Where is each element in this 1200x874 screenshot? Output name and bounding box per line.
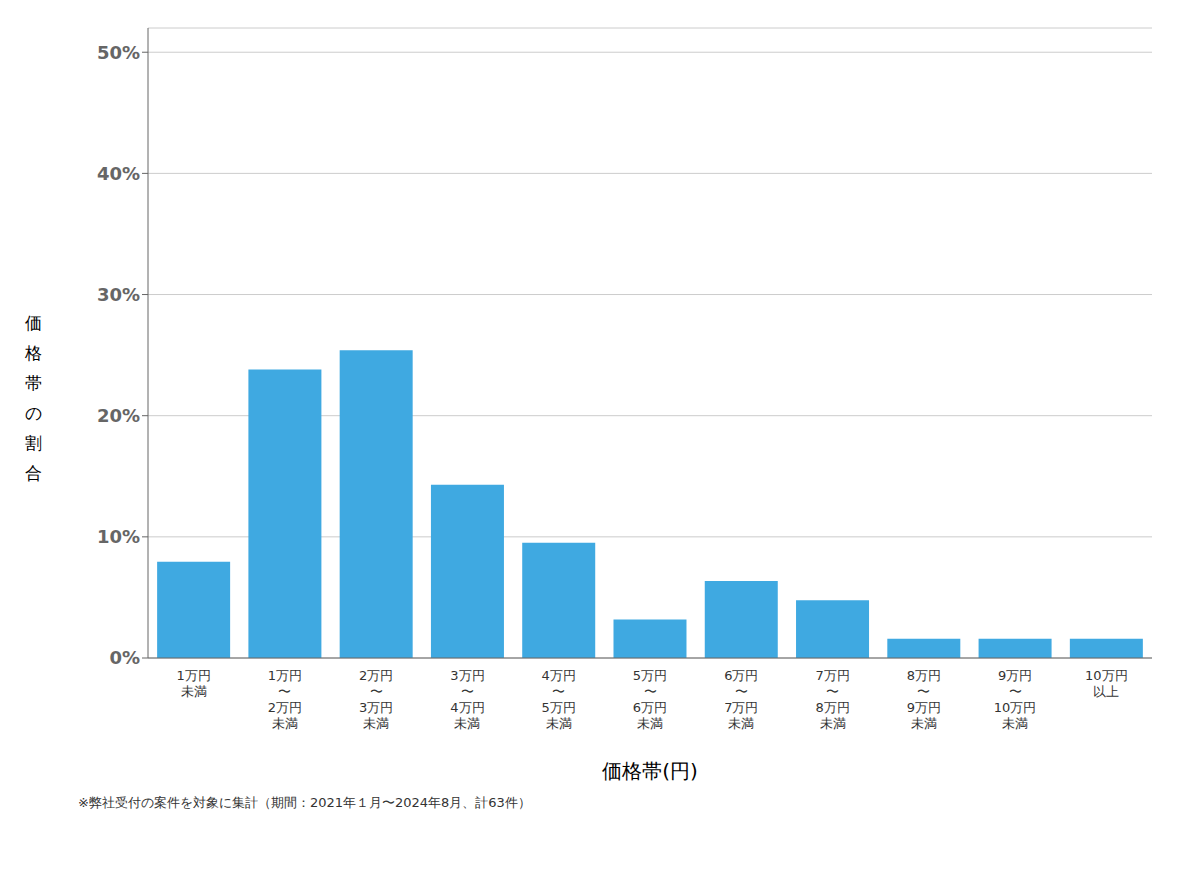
html-text:価: 価: [24, 313, 42, 333]
html-text:合: 合: [24, 463, 42, 483]
html-text:割: 割: [24, 433, 42, 453]
svg-text:4万円〜5万円未満: 4万円〜5万円未満: [542, 668, 576, 731]
svg-text:6万円〜7万円未満: 6万円〜7万円未満: [724, 668, 758, 731]
svg-text:40%: 40%: [97, 163, 140, 184]
svg-text:20%: 20%: [97, 405, 140, 426]
svg-text:0%: 0%: [109, 647, 140, 668]
svg-text:30%: 30%: [97, 284, 140, 305]
html-text:の: の: [24, 403, 42, 423]
svg-text:3万円〜4万円未満: 3万円〜4万円未満: [450, 668, 484, 731]
svg-text:50%: 50%: [97, 42, 140, 63]
svg-text:9万円〜10万円未満: 9万円〜10万円未満: [994, 668, 1037, 731]
svg-text:1万円〜2万円未満: 1万円〜2万円未満: [268, 668, 302, 731]
svg-text:8万円〜9万円未満: 8万円〜9万円未満: [907, 668, 941, 731]
svg-text:1万円未満: 1万円未満: [176, 668, 210, 699]
html-text:格: 格: [24, 343, 42, 363]
svg-text:7万円〜8万円未満: 7万円〜8万円未満: [815, 668, 849, 731]
html-text:※弊社受付の案件を対象に集計（期間：2021年１月〜2024: ※弊社受付の案件を対象に集計（期間：2021年１月〜2024年8月、計63件）: [78, 795, 531, 810]
svg-text:2万円〜3万円未満: 2万円〜3万円未満: [359, 668, 393, 731]
svg-text:価格帯(円): 価格帯(円): [602, 759, 698, 783]
svg-text:10%: 10%: [97, 526, 140, 547]
html-text:帯: 帯: [24, 373, 42, 393]
svg-text:10万円以上: 10万円以上: [1085, 668, 1128, 699]
svg-text:5万円〜6万円未満: 5万円〜6万円未満: [633, 668, 667, 731]
